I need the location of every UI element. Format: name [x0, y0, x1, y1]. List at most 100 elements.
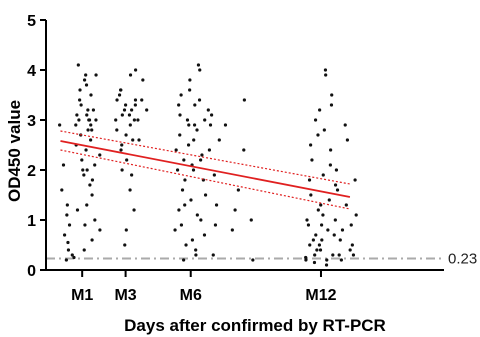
data-point — [188, 88, 192, 92]
data-point — [233, 208, 237, 212]
data-point — [78, 88, 82, 92]
data-point — [314, 233, 318, 237]
data-point — [124, 228, 128, 232]
data-point — [345, 138, 350, 142]
data-point — [184, 243, 188, 247]
data-point — [194, 248, 198, 252]
data-point — [223, 123, 228, 127]
data-point — [325, 258, 329, 262]
data-point — [203, 118, 207, 122]
y-tick-label: 0 — [27, 263, 36, 280]
data-point — [313, 118, 318, 122]
data-point — [89, 123, 93, 127]
data-point — [124, 103, 128, 107]
data-point — [90, 193, 94, 197]
data-point — [331, 253, 335, 257]
data-point — [319, 203, 323, 207]
data-point — [317, 243, 322, 247]
data-point — [98, 153, 102, 157]
data-point — [344, 203, 348, 207]
data-point — [307, 178, 312, 182]
data-point — [321, 213, 325, 217]
y-tick-label: 2 — [27, 163, 36, 180]
data-point — [175, 168, 180, 172]
data-point — [58, 123, 62, 127]
x-ticks: M1 M3 M6 M12 — [71, 270, 337, 304]
data-point — [70, 253, 74, 257]
data-point — [179, 223, 184, 227]
data-point — [115, 128, 119, 132]
data-point — [136, 118, 140, 122]
data-point — [214, 203, 219, 207]
data-point — [305, 218, 309, 222]
x-tick-label: M6 — [180, 287, 202, 304]
data-point — [91, 108, 96, 112]
data-point — [134, 68, 138, 72]
data-point — [88, 183, 92, 187]
y-tick-label: 5 — [27, 13, 36, 30]
data-point — [316, 208, 320, 212]
data-point — [64, 258, 68, 262]
data-point — [306, 223, 311, 227]
data-point — [127, 113, 132, 117]
data-point — [140, 98, 144, 102]
data-point — [230, 228, 234, 232]
data-point — [66, 240, 70, 245]
data-point — [132, 118, 136, 122]
data-point — [194, 253, 198, 257]
data-point — [141, 78, 145, 82]
data-point — [122, 108, 127, 112]
data-point — [75, 113, 79, 117]
data-point — [65, 203, 69, 207]
data-point — [61, 163, 66, 167]
axes — [45, 20, 444, 271]
data-point — [178, 133, 182, 137]
data-points — [58, 63, 358, 267]
data-point — [145, 108, 149, 112]
data-point — [123, 243, 127, 247]
data-point — [320, 238, 324, 242]
data-point — [251, 258, 255, 262]
data-point — [86, 128, 90, 132]
data-point — [337, 253, 341, 257]
data-point — [339, 258, 343, 262]
y-tick-label: 1 — [27, 213, 36, 230]
y-ticks: 0 1 2 3 4 5 — [27, 13, 46, 280]
data-point — [195, 128, 199, 132]
data-point — [128, 188, 132, 192]
data-point — [211, 253, 215, 257]
data-point — [83, 223, 87, 227]
data-point — [62, 233, 67, 237]
data-point — [128, 73, 133, 77]
data-point — [338, 238, 342, 242]
data-point — [324, 73, 328, 77]
data-point — [82, 78, 87, 82]
data-point — [333, 183, 338, 187]
ci-upper-line — [60, 130, 351, 185]
data-point — [177, 103, 181, 107]
data-point — [309, 143, 313, 147]
data-point — [210, 113, 214, 117]
data-point — [340, 228, 345, 232]
x-tick-label: M12 — [305, 287, 336, 304]
data-point — [333, 218, 337, 222]
data-point — [330, 93, 334, 97]
data-point — [329, 103, 334, 107]
data-point — [130, 108, 134, 112]
data-point — [93, 218, 97, 222]
data-point — [120, 113, 124, 117]
data-point — [120, 143, 124, 147]
data-point — [67, 223, 72, 227]
data-point — [182, 158, 186, 162]
data-point — [90, 178, 95, 182]
data-point — [84, 83, 89, 87]
data-point — [197, 98, 202, 102]
data-point — [334, 168, 339, 172]
data-point — [189, 198, 193, 202]
regression-group — [60, 130, 351, 210]
data-point — [177, 208, 181, 212]
y-tick-label: 4 — [27, 63, 36, 80]
data-point — [77, 118, 81, 122]
data-point — [203, 193, 208, 197]
